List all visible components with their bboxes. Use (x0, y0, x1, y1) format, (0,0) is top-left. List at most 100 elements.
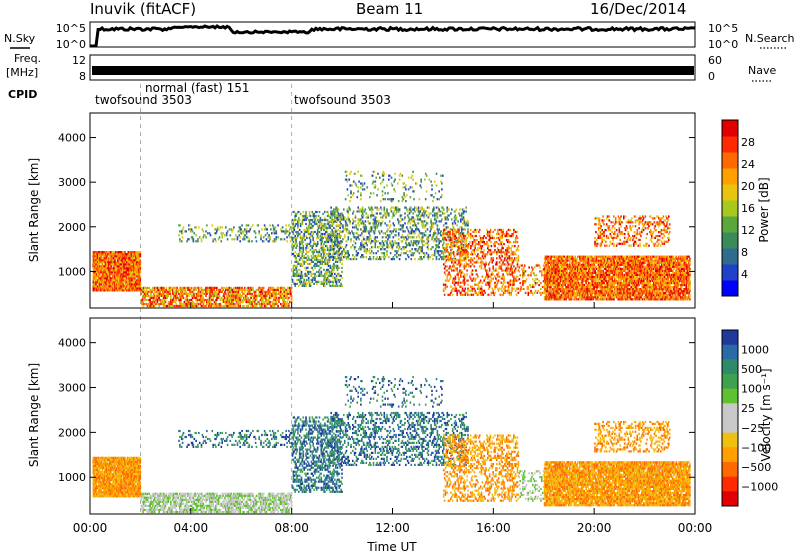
power-cell (230, 302, 232, 306)
power-cell (409, 250, 412, 253)
power-cell (297, 272, 299, 275)
power-cell (192, 240, 195, 243)
power-cell (249, 300, 251, 304)
power-cell (325, 230, 327, 234)
power-cell (366, 250, 368, 253)
power-cell (337, 248, 340, 251)
power-cell (388, 230, 391, 233)
power-cell (275, 238, 278, 241)
power-cell (102, 259, 105, 262)
power-cell (332, 212, 334, 216)
power-cell (291, 238, 294, 242)
power-cell (376, 212, 378, 215)
power-cell (309, 218, 312, 222)
power-cell (489, 230, 492, 233)
power-cell (503, 277, 505, 280)
power-cell (178, 304, 180, 308)
power-cell (450, 243, 452, 246)
power-cell (488, 234, 491, 238)
power-cell (433, 252, 436, 255)
power-cell (236, 300, 239, 304)
power-cell (105, 251, 107, 254)
power-cell (309, 234, 312, 238)
power-cell (136, 285, 139, 288)
power-cell (350, 170, 352, 173)
power-cell (131, 283, 133, 286)
power-cell (168, 300, 170, 304)
power-cell (141, 286, 143, 289)
power-cell (429, 234, 431, 237)
power-cell (117, 255, 120, 258)
power-cell (423, 252, 425, 255)
power-cell (361, 220, 364, 223)
power-cell (450, 239, 452, 242)
power-cell (126, 273, 129, 276)
power-cell (485, 275, 487, 278)
power-cell (138, 283, 141, 286)
power-cell (138, 271, 141, 274)
power-cell (319, 226, 322, 230)
power-cell (155, 294, 158, 297)
power-cell (316, 244, 318, 248)
power-cell (129, 257, 132, 260)
power-cell (436, 224, 439, 227)
power-cell (170, 304, 172, 308)
power-cell (107, 279, 109, 282)
power-cell (207, 298, 210, 302)
power-cell (303, 232, 305, 236)
power-cell (469, 232, 472, 236)
power-cell (134, 277, 136, 280)
power-cell (341, 266, 343, 269)
power-cell (120, 277, 123, 280)
power-cell (300, 256, 303, 259)
power-cell (95, 261, 97, 264)
power-cell (440, 180, 442, 183)
power-cell (409, 210, 412, 213)
power-cell (453, 216, 456, 219)
power-cell (153, 288, 155, 291)
power-cell (460, 275, 462, 278)
power-cell (187, 288, 189, 291)
power-cell (451, 252, 454, 255)
power-cell (339, 226, 341, 230)
power-cell (206, 298, 208, 302)
power-cell (111, 277, 114, 280)
power-cell (478, 247, 481, 250)
power-cell (124, 271, 126, 274)
power-cell (319, 266, 322, 269)
power-cell (460, 241, 463, 244)
power-cell (133, 279, 135, 282)
power-cell (332, 232, 334, 235)
power-cell (299, 264, 302, 267)
power-cell (344, 226, 347, 229)
power-cell (331, 242, 333, 246)
power-cell (401, 240, 404, 243)
power-cell (217, 228, 220, 231)
power-cell (330, 210, 332, 213)
power-cell (108, 261, 111, 264)
power-cell (474, 228, 476, 231)
power-cell (262, 292, 264, 295)
power-cell (415, 240, 418, 243)
power-cell (132, 285, 134, 288)
power-cell (448, 293, 450, 296)
power-cell (220, 240, 223, 243)
power-cell (208, 302, 211, 306)
power-cell (134, 279, 136, 282)
power-cell (303, 228, 305, 232)
power-cell (369, 208, 371, 211)
power-cell (446, 218, 449, 221)
power-cell (460, 281, 462, 284)
power-cell (328, 270, 331, 273)
power-cell (495, 251, 497, 254)
power-cell (158, 288, 160, 291)
power-cell (371, 174, 374, 177)
power-cell (207, 288, 210, 291)
power-cell (451, 222, 454, 225)
power-cell (98, 267, 101, 270)
power-cell (420, 178, 422, 181)
power-cell (336, 236, 339, 240)
power-cell (366, 244, 368, 247)
power-cell (189, 288, 192, 291)
power-cell (294, 256, 296, 259)
